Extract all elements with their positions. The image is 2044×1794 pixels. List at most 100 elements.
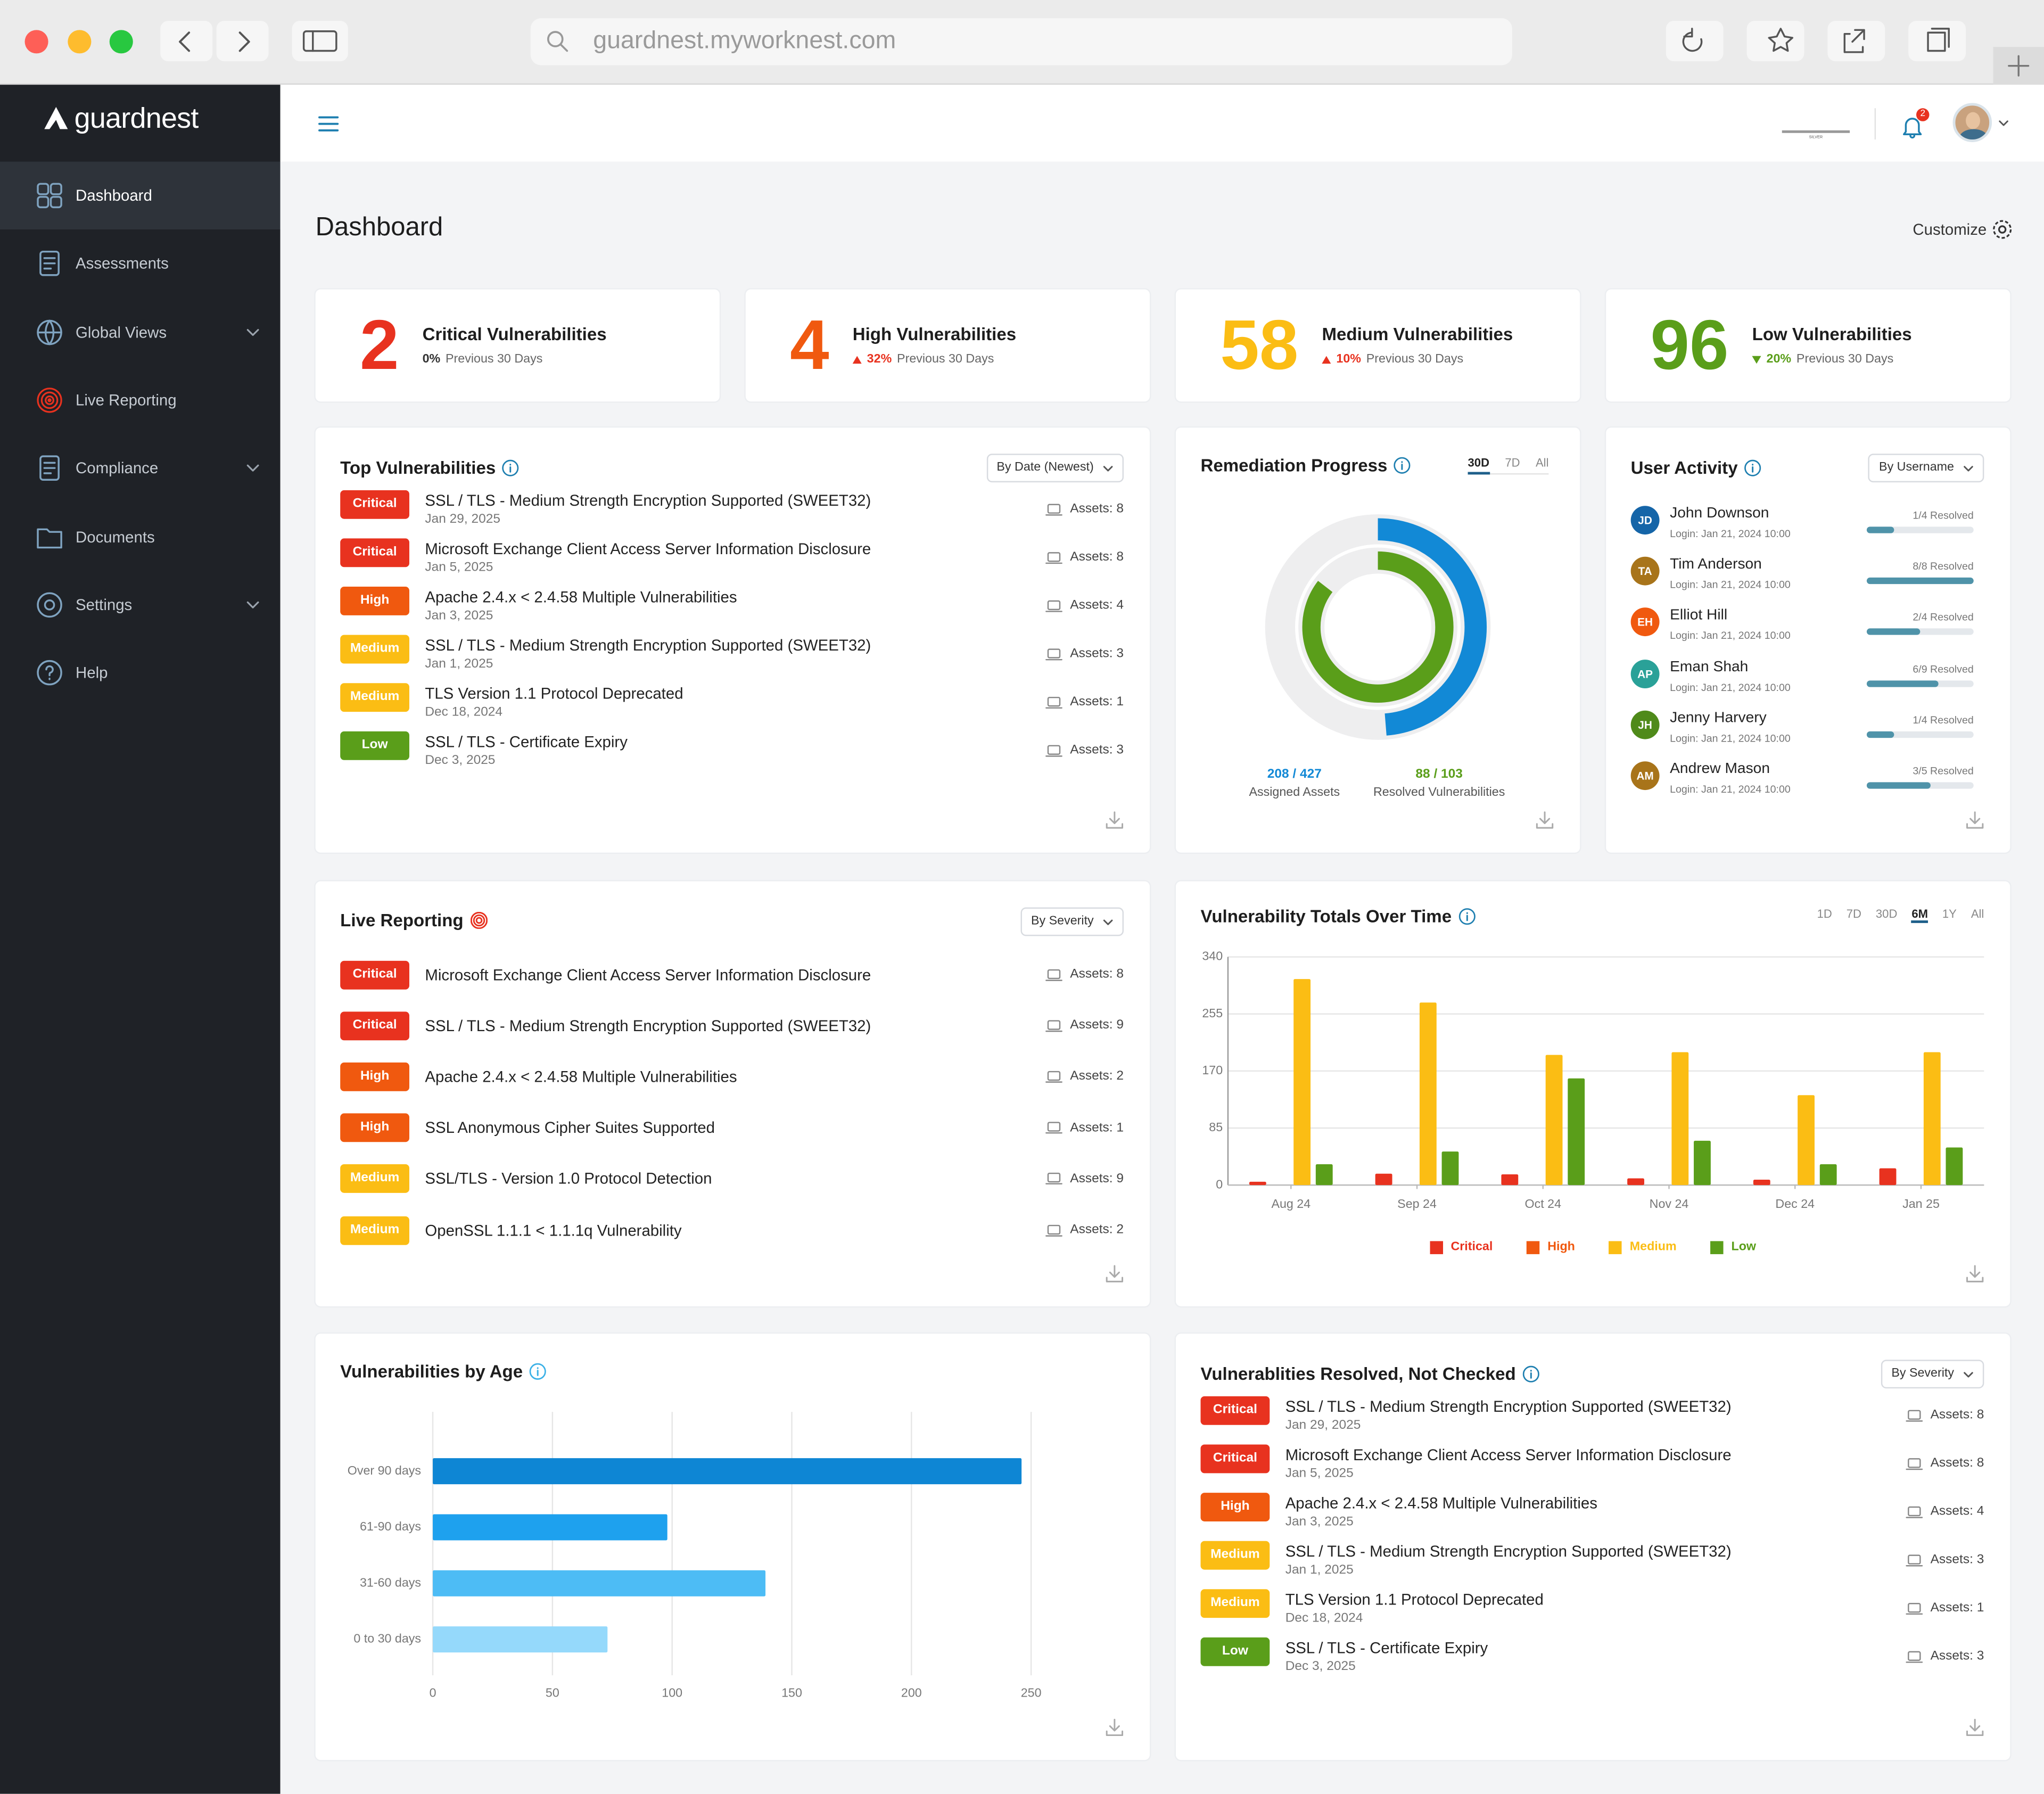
nav-button[interactable] bbox=[216, 21, 269, 62]
user-avatar[interactable] bbox=[1952, 103, 1992, 142]
legend-item[interactable]: Low bbox=[1710, 1240, 1756, 1254]
download-button[interactable] bbox=[1536, 811, 1554, 829]
vulnerability-row[interactable]: High Apache 2.4.x < 2.4.58 Multiple Vulne… bbox=[340, 587, 1124, 624]
range-tab[interactable]: 1Y bbox=[1942, 907, 1957, 920]
window-control[interactable] bbox=[24, 30, 48, 54]
vulnerability-row[interactable]: High SSL Anonymous Cipher Suites Supporte… bbox=[340, 1102, 1124, 1154]
chevron bbox=[1964, 1372, 1973, 1378]
user-name: Jenny Harvery bbox=[1670, 710, 1767, 726]
vulnerability-row[interactable]: Critical SSL / TLS - Medium Strength Encr… bbox=[1200, 1396, 1984, 1434]
vulnerability-row[interactable]: Medium SSL / TLS - Medium Strength Encryp… bbox=[1200, 1541, 1984, 1579]
nav-item[interactable]: Global Views bbox=[0, 298, 281, 366]
legend-label: Critical bbox=[1450, 1239, 1493, 1254]
vulnerability-row[interactable]: High Apache 2.4.x < 2.4.58 Multiple Vulne… bbox=[340, 1051, 1124, 1102]
asset-count-text: Assets: 8 bbox=[1930, 1456, 1984, 1471]
browser-button[interactable] bbox=[1746, 21, 1804, 62]
download-button[interactable] bbox=[1966, 1718, 1984, 1737]
nav-item[interactable]: Compliance bbox=[0, 434, 281, 502]
icon-stroke bbox=[50, 196, 62, 209]
nav-item[interactable]: Assessments bbox=[0, 230, 281, 298]
vulnerability-row[interactable]: Critical Microsoft Exchange Client Access… bbox=[1200, 1444, 1984, 1482]
asset-icon bbox=[1906, 1602, 1923, 1614]
vulnerability-row[interactable]: Medium SSL/TLS - Version 1.0 Protocol Det… bbox=[340, 1154, 1124, 1205]
download-button[interactable] bbox=[1106, 811, 1124, 829]
vulnerability-row[interactable]: Critical SSL / TLS - Medium Strength Encr… bbox=[340, 1000, 1124, 1051]
sort-dropdown[interactable]: By Username bbox=[1868, 454, 1984, 483]
range-tab[interactable]: 6M bbox=[1911, 907, 1928, 923]
stat-value: 58 bbox=[1220, 306, 1299, 385]
range-tab[interactable]: 7D bbox=[1505, 456, 1520, 470]
customize-button[interactable]: Customize bbox=[1913, 220, 1987, 239]
range-tab[interactable]: All bbox=[1535, 456, 1549, 470]
vulnerability-text: SSL/TLS - Version 1.0 Protocol Detection bbox=[425, 1168, 892, 1189]
legend-swatch bbox=[1710, 1240, 1724, 1254]
download-button[interactable] bbox=[1106, 1718, 1124, 1737]
vulnerability-row[interactable]: Medium TLS Version 1.1 Protocol Deprecate… bbox=[340, 683, 1124, 721]
vulnerability-date: Dec 3, 2025 bbox=[1285, 1659, 1356, 1674]
nav-item[interactable]: Help bbox=[0, 639, 281, 706]
vulnerability-title: SSL / TLS - Medium Strength Encryption S… bbox=[425, 491, 871, 510]
vulnerability-row[interactable]: Medium SSL / TLS - Medium Strength Encryp… bbox=[340, 635, 1124, 673]
range-tab[interactable]: All bbox=[1971, 907, 1984, 920]
vulnerability-row[interactable]: Low SSL / TLS - Certificate Expiry Dec 3, … bbox=[340, 731, 1124, 769]
new-tab-button[interactable] bbox=[1993, 47, 2044, 85]
sort-dropdown[interactable]: By Date (Newest) bbox=[986, 454, 1124, 483]
vulnerability-row[interactable]: High Apache 2.4.x < 2.4.58 Multiple Vulne… bbox=[1200, 1493, 1984, 1530]
customize-icon[interactable] bbox=[1992, 219, 2013, 240]
vulnerability-title: SSL / TLS - Certificate Expiry bbox=[1285, 1639, 1488, 1657]
chevron bbox=[1103, 466, 1113, 472]
icon-stroke bbox=[1907, 1554, 1921, 1564]
sidebar-toggle[interactable] bbox=[292, 21, 348, 62]
range-tab[interactable]: 30D bbox=[1875, 907, 1898, 920]
asset-count: Assets: 3 bbox=[1906, 1553, 1984, 1567]
user-row[interactable]: EH Elliot Hill Login: Jan 21, 2024 10:00 2/… bbox=[1606, 600, 2010, 647]
notifications-button[interactable] bbox=[1902, 115, 1923, 139]
legend-item[interactable]: High bbox=[1527, 1240, 1575, 1254]
menu-button[interactable] bbox=[318, 115, 339, 133]
download-button[interactable] bbox=[1106, 1265, 1124, 1283]
icon-stroke bbox=[1903, 118, 1922, 139]
window-control[interactable] bbox=[68, 30, 92, 54]
window-control[interactable] bbox=[109, 30, 133, 54]
header-divider bbox=[1874, 108, 1876, 140]
vulnerability-row[interactable]: Medium TLS Version 1.1 Protocol Deprecate… bbox=[1200, 1589, 1984, 1627]
nav-item[interactable]: Documents bbox=[0, 503, 281, 570]
trend-shape bbox=[1322, 355, 1331, 364]
legend-item[interactable]: Medium bbox=[1609, 1240, 1677, 1254]
sort-dropdown[interactable]: By Severity bbox=[1020, 907, 1124, 936]
stat-change: 20% Previous 30 Days bbox=[1752, 352, 1912, 366]
user-row[interactable]: JH Jenny Harvery Login: Jan 21, 2024 10:00… bbox=[1606, 703, 2010, 750]
user-row[interactable]: AM Andrew Mason Login: Jan 21, 2024 10:00 3… bbox=[1606, 754, 2010, 801]
download-button[interactable] bbox=[1966, 811, 1984, 829]
legend: Critical High Medium Low bbox=[1176, 1240, 2010, 1254]
user-row[interactable]: AP Eman Shah Login: Jan 21, 2024 10:00 6/9 … bbox=[1606, 651, 2010, 698]
range-tab[interactable]: 7D bbox=[1846, 907, 1861, 920]
nav-item[interactable]: Settings bbox=[0, 571, 281, 638]
browser-button[interactable] bbox=[1827, 21, 1885, 62]
vulnerability-row[interactable]: Critical SSL / TLS - Medium Strength Encr… bbox=[340, 490, 1124, 528]
vulnerability-row[interactable]: Critical Microsoft Exchange Client Access… bbox=[340, 538, 1124, 576]
user-row[interactable]: TA Tim Anderson Login: Jan 21, 2024 10:00 8… bbox=[1606, 549, 2010, 596]
vulnerability-row[interactable]: Low SSL / TLS - Certificate Expiry Dec 3, … bbox=[1200, 1637, 1984, 1675]
nav-item[interactable]: Live Reporting bbox=[0, 366, 281, 434]
download-button[interactable] bbox=[1966, 1265, 1984, 1283]
sort-dropdown[interactable]: By Severity bbox=[1881, 1360, 1984, 1389]
asset-count: Assets: 8 bbox=[1906, 1408, 1984, 1422]
panel-title: Vulnerablities Resolved, Not Checked bbox=[1200, 1364, 1516, 1384]
nav-item[interactable]: Dashboard bbox=[0, 161, 281, 230]
icon-stroke bbox=[1047, 1173, 1060, 1183]
nav-button[interactable] bbox=[160, 21, 213, 62]
vulnerability-row[interactable]: Medium OpenSSL 1.1.1 < 1.1.1q Vulnerabili… bbox=[340, 1205, 1124, 1256]
range-tab[interactable]: 1D bbox=[1817, 907, 1832, 920]
browser-button[interactable] bbox=[1666, 21, 1724, 62]
range-tab[interactable]: 30D bbox=[1468, 456, 1489, 475]
asset-count: Assets: 4 bbox=[1906, 1504, 1984, 1519]
chevron bbox=[246, 465, 259, 472]
address-bar[interactable]: guardnest.myworknest.com bbox=[530, 18, 1512, 65]
vulnerability-row[interactable]: Critical Microsoft Exchange Client Access… bbox=[340, 949, 1124, 1000]
user-row[interactable]: JD John Downson Login: Jan 21, 2024 10:00 1… bbox=[1606, 498, 2010, 545]
user-initials: JD bbox=[1630, 506, 1660, 535]
browser-button[interactable] bbox=[1908, 21, 1966, 62]
legend-item[interactable]: Critical bbox=[1430, 1240, 1493, 1254]
progress-track bbox=[1866, 680, 1974, 687]
